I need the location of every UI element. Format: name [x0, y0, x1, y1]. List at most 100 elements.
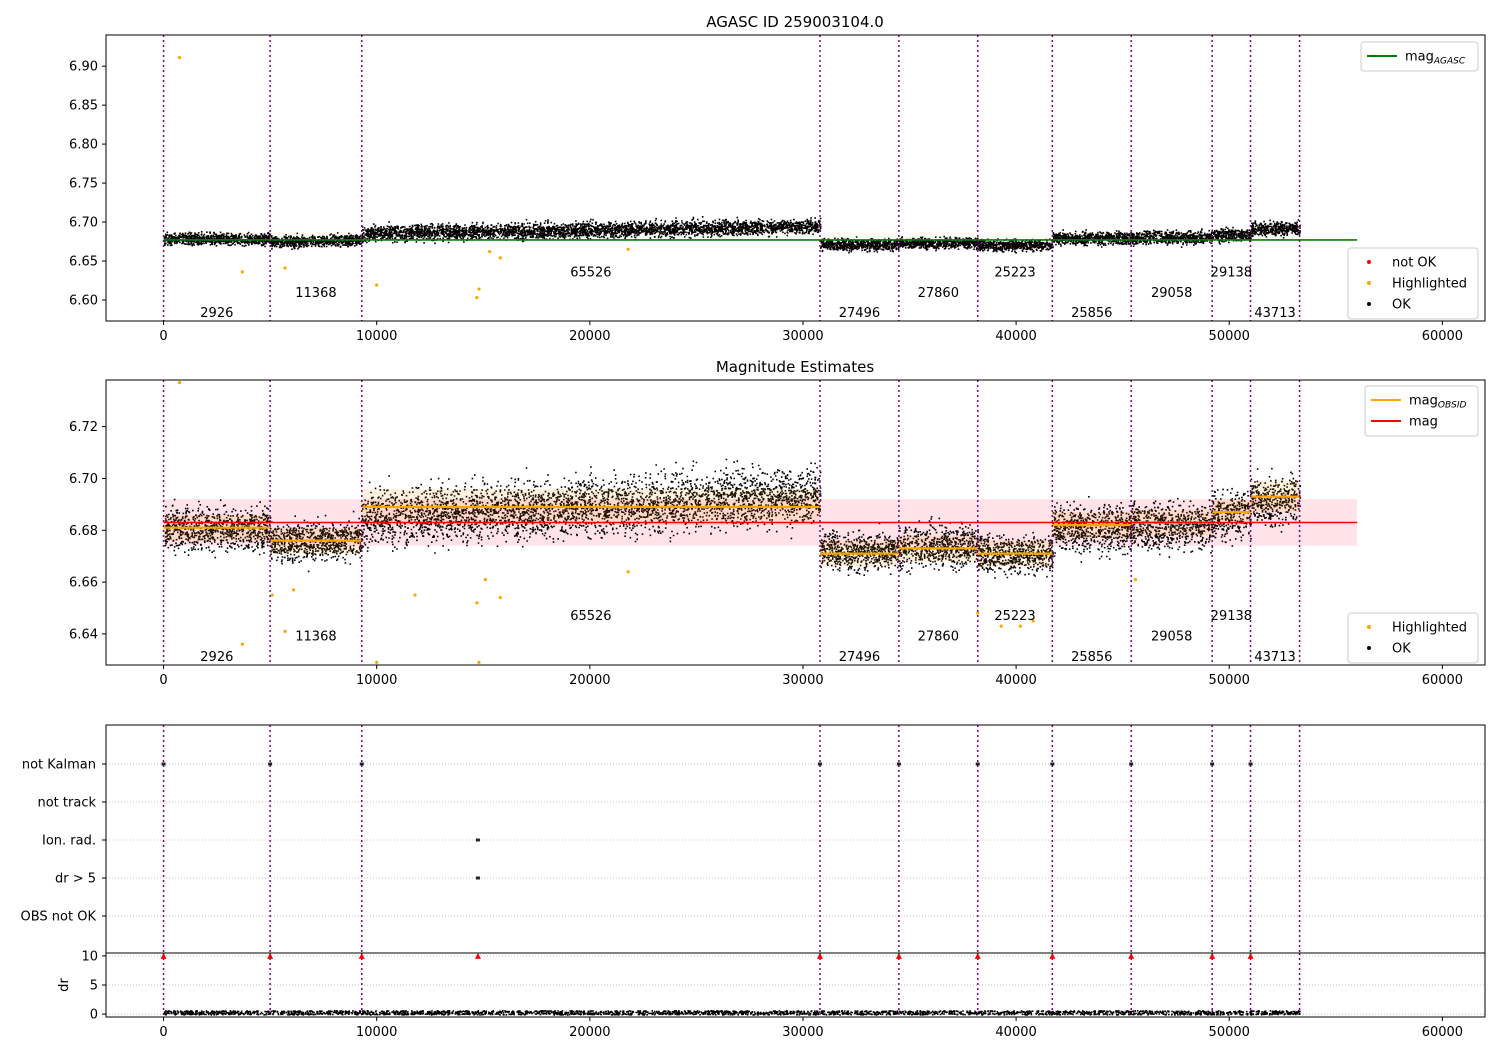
ok-points — [1212, 487, 1252, 547]
highlighted-point — [270, 593, 274, 597]
obsid-label: 25223 — [994, 266, 1035, 281]
highlighted-point — [1133, 577, 1138, 582]
flag-label: dr > 5 — [55, 872, 96, 887]
ok-points — [898, 516, 980, 575]
flag-label: not track — [37, 796, 96, 811]
x-tick-label: 60000 — [1422, 329, 1463, 344]
flag-point — [975, 762, 980, 766]
flag-label: not Kalman — [22, 758, 96, 773]
highlighted-point — [475, 296, 479, 300]
obsid-label: 27860 — [918, 286, 959, 301]
y-tick-label: 6.64 — [69, 627, 98, 642]
obsid-label: 29138 — [1211, 266, 1252, 281]
ok-points — [1052, 496, 1133, 563]
x-tick-label: 0 — [159, 673, 167, 688]
highlighted-point — [498, 256, 502, 260]
flag-label: OBS not OK — [21, 910, 97, 925]
obsid-label: 27496 — [839, 306, 880, 321]
dr-panel-frame — [105, 952, 1486, 1018]
obsid-label: 27860 — [918, 630, 959, 645]
ok-points — [820, 522, 900, 576]
x-tick-label: 20000 — [569, 329, 610, 344]
ok-points — [1212, 226, 1253, 245]
ok-points — [977, 238, 1054, 254]
highlighted-point — [477, 660, 481, 665]
x-tick-label: 40000 — [995, 1025, 1036, 1040]
legend-dot-swatch — [1367, 625, 1371, 629]
panel-title: Magnitude Estimates — [716, 358, 874, 376]
obsid-label: 25223 — [994, 609, 1035, 624]
obsid-label: 11368 — [295, 630, 336, 645]
x-tick-label: 40000 — [995, 673, 1036, 688]
flag-point — [1248, 762, 1253, 766]
legend-label: OK — [1392, 298, 1411, 313]
y-tick-label: 6.80 — [69, 138, 98, 153]
y-tick-label: 6.85 — [69, 99, 98, 114]
ok-points — [1250, 467, 1302, 533]
y-tick-label: 0 — [90, 1008, 98, 1023]
highlighted-point — [483, 577, 487, 582]
ok-points — [1131, 497, 1214, 558]
flag-point — [1050, 762, 1055, 766]
x-tick-label: 40000 — [995, 329, 1036, 344]
obsid-label: 27496 — [839, 650, 880, 665]
obsid-label: 65526 — [570, 609, 611, 624]
obsid-label: 2926 — [200, 650, 233, 665]
dr-axis-label: dr — [57, 978, 72, 992]
x-tick-label: 10000 — [356, 673, 397, 688]
top-panel: 2926 11368 65526 27496 27860 25223 25856 29058 2… — [69, 34, 1486, 344]
flags-panel-frame — [105, 724, 1486, 954]
legend-label: mag — [1409, 415, 1438, 430]
top-legend-lower — [1347, 247, 1479, 320]
highlighted-point — [413, 593, 417, 597]
obsid-label: 2926 — [200, 306, 233, 321]
highlighted-point — [1031, 619, 1035, 623]
x-tick-label: 0 — [159, 1025, 167, 1040]
highlighted-point — [240, 642, 245, 646]
middle-panel-frame — [105, 379, 1486, 666]
flag-point — [475, 876, 480, 880]
dr-capped-marker — [474, 952, 481, 959]
dr-capped-marker — [1209, 952, 1216, 959]
legend-label: Highlighted — [1392, 277, 1467, 292]
dr-capped-marker — [895, 952, 902, 959]
highlighted-point — [498, 596, 502, 600]
highlighted-point — [626, 247, 630, 251]
highlighted-point — [477, 287, 481, 291]
legend-dot-swatch — [1367, 260, 1371, 264]
highlighted-point — [375, 283, 379, 287]
y-tick-label: 10 — [81, 949, 98, 964]
figure-title: AGASC ID 259003104.0 — [706, 13, 884, 31]
middle-legend-upper — [1364, 385, 1479, 437]
y-tick-label: 6.66 — [69, 576, 98, 591]
flags-panel: OBS not OK dr > 5 Ion. rad. not track not Ka… — [21, 724, 1486, 954]
dr-capped-marker — [358, 952, 365, 959]
x-tick-label: 30000 — [782, 1025, 823, 1040]
obsid-label: 65526 — [570, 266, 611, 281]
legend-label: OK — [1392, 642, 1411, 657]
dr-capped-marker — [1128, 952, 1135, 959]
ok-points — [1052, 229, 1133, 248]
highlighted-point — [999, 624, 1003, 628]
obsid-label: 25856 — [1071, 306, 1112, 321]
highlighted-point — [475, 601, 479, 605]
highlighted-point — [291, 588, 296, 592]
y-tick-label: 6.65 — [69, 254, 98, 269]
ok-points — [163, 231, 272, 248]
dr-capped-marker — [160, 952, 167, 959]
y-tick-label: 6.70 — [69, 216, 98, 231]
x-tick-label: 50000 — [1209, 1025, 1250, 1040]
obsid-label: 43713 — [1254, 306, 1295, 321]
ok-points — [361, 216, 822, 245]
dr-capped-marker — [1049, 952, 1056, 959]
middle-legend-lower — [1347, 612, 1479, 664]
y-tick-label: 6.75 — [69, 177, 98, 192]
ok-points — [977, 531, 1054, 579]
dr-capped-marker — [267, 952, 274, 959]
obsid-label: 11368 — [295, 286, 336, 301]
x-tick-label: 10000 — [356, 1025, 397, 1040]
highlighted-point — [976, 611, 980, 615]
x-tick-label: 50000 — [1209, 329, 1250, 344]
x-tick-label: 20000 — [569, 1025, 610, 1040]
dr-capped-marker — [974, 952, 981, 959]
